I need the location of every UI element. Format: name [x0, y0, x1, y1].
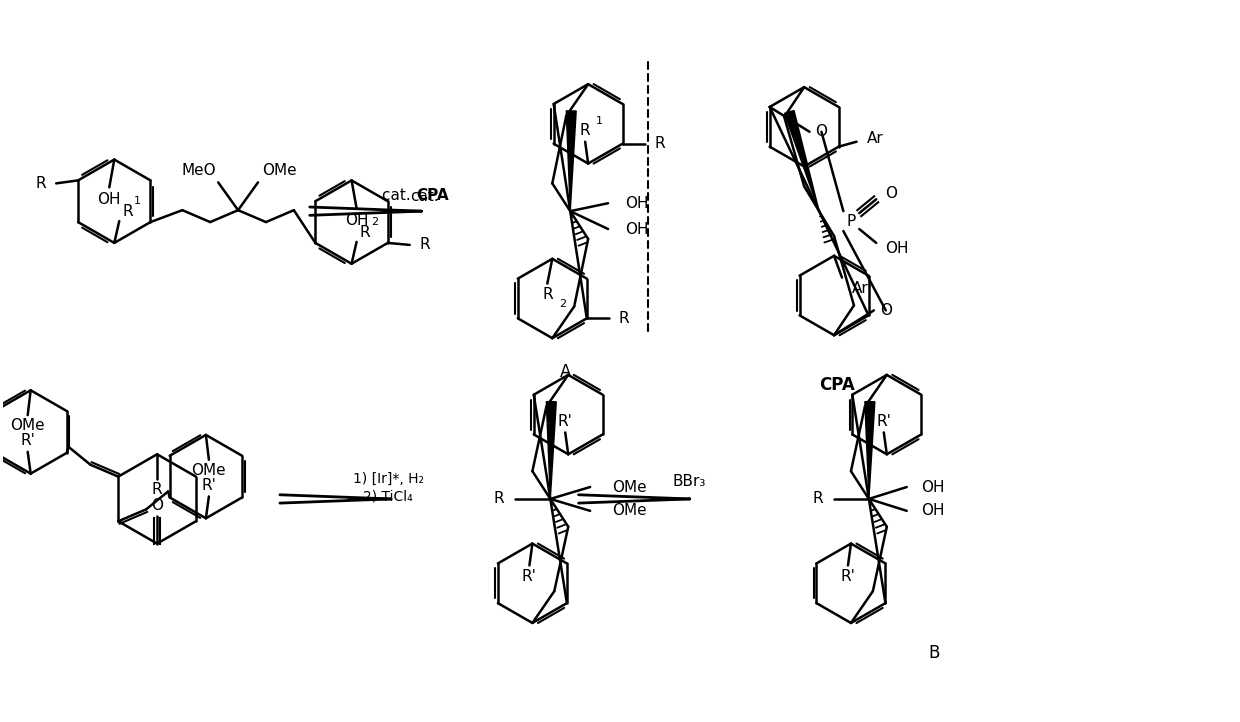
Text: O: O [880, 303, 892, 318]
Text: OH: OH [625, 222, 649, 237]
Text: O: O [885, 186, 898, 201]
Text: R: R [494, 492, 505, 506]
Text: 2) TiCl₄: 2) TiCl₄ [363, 490, 413, 504]
Text: R: R [812, 492, 823, 506]
Text: Ar: Ar [867, 131, 883, 147]
Polygon shape [547, 401, 557, 499]
Text: R: R [619, 311, 629, 326]
Text: OMe: OMe [191, 463, 226, 478]
Text: R: R [580, 123, 590, 139]
Text: CPA: CPA [415, 188, 449, 203]
Text: OMe: OMe [10, 419, 45, 433]
Text: OH: OH [98, 192, 122, 206]
Text: 1) [Ir]*, H₂: 1) [Ir]*, H₂ [352, 472, 424, 486]
Text: P: P [847, 214, 856, 229]
Text: cat.: cat. [382, 188, 415, 203]
Text: B: B [928, 644, 939, 662]
Text: CPA: CPA [820, 376, 854, 393]
Polygon shape [567, 111, 577, 211]
Text: OH: OH [920, 479, 944, 495]
Text: BBr₃: BBr₃ [673, 474, 707, 489]
Text: MeO: MeO [181, 163, 216, 178]
Text: OH: OH [920, 503, 944, 518]
Text: 1: 1 [596, 116, 603, 126]
Text: A: A [559, 363, 570, 381]
Text: OMe: OMe [613, 479, 647, 495]
Text: O: O [151, 498, 164, 513]
Text: OH: OH [345, 212, 368, 227]
Text: OH: OH [885, 241, 909, 256]
Text: R': R' [201, 478, 216, 493]
Text: OH: OH [625, 196, 649, 211]
Text: R': R' [877, 414, 892, 429]
Text: R': R' [841, 569, 856, 584]
Text: Ar: Ar [852, 281, 869, 296]
Text: R: R [419, 238, 430, 253]
Text: O: O [816, 124, 827, 139]
Polygon shape [785, 110, 820, 211]
Text: OMe: OMe [613, 503, 647, 518]
Text: R': R' [522, 569, 537, 584]
Text: R': R' [20, 433, 35, 448]
Text: 2: 2 [559, 300, 567, 310]
Polygon shape [864, 401, 875, 499]
Text: 2: 2 [372, 217, 378, 227]
Text: R: R [542, 287, 553, 302]
Text: R: R [151, 482, 162, 497]
Text: R: R [123, 204, 133, 219]
Text: 1: 1 [134, 196, 141, 206]
Text: R: R [36, 176, 46, 191]
Text: R': R' [558, 414, 573, 429]
Text: cat.: cat. [410, 188, 439, 204]
Text: OMe: OMe [262, 163, 296, 178]
Text: R: R [360, 225, 371, 240]
Text: R: R [655, 136, 665, 151]
